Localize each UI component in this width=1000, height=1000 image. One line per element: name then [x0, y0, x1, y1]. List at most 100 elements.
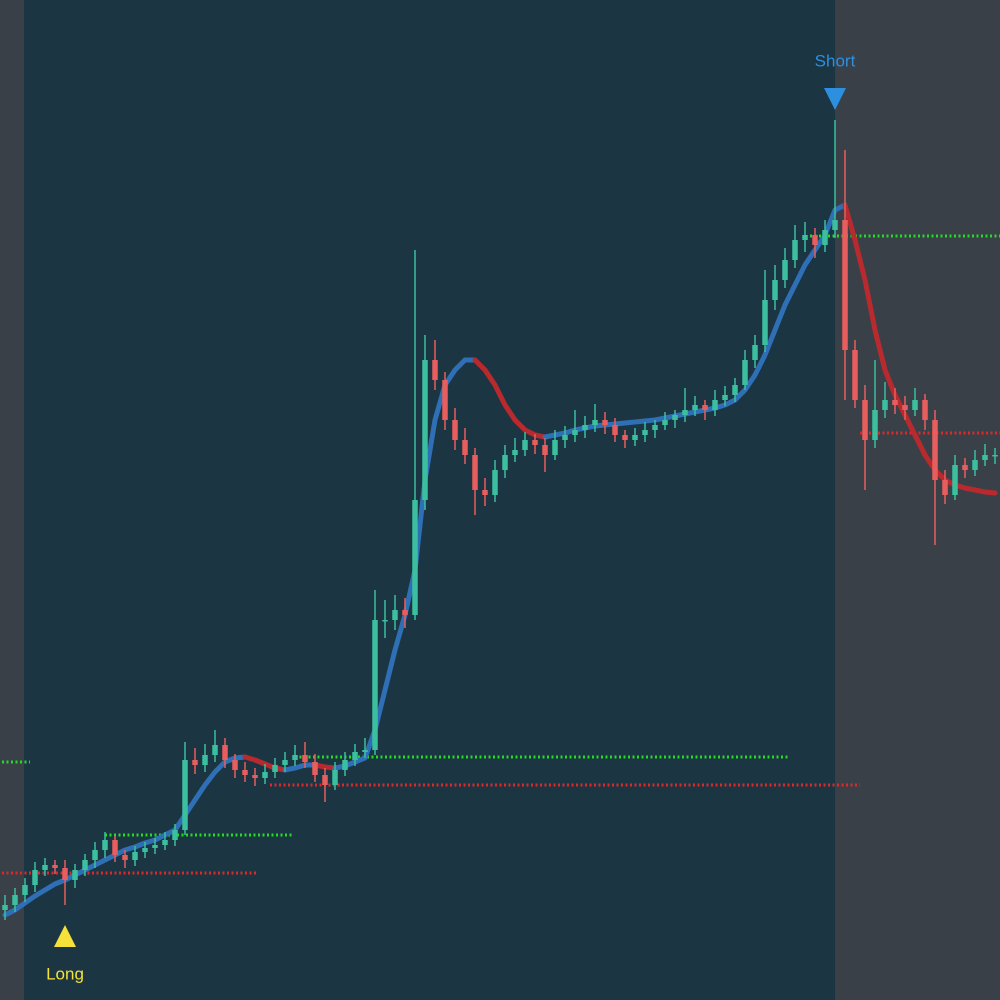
candle-body — [332, 770, 338, 785]
candle-body — [612, 425, 618, 435]
candle-body — [202, 755, 208, 765]
candle-body — [672, 415, 678, 420]
candle-body — [502, 455, 508, 470]
candle-body — [232, 760, 238, 770]
candle-body — [112, 840, 118, 855]
candle-body — [632, 435, 638, 440]
candle-body — [22, 885, 28, 895]
candle-body — [862, 400, 868, 440]
candle-body — [342, 760, 348, 770]
candle-body — [62, 868, 68, 880]
candle-body — [712, 400, 718, 410]
candle-body — [892, 400, 898, 405]
candle-body — [92, 850, 98, 860]
candle-body — [552, 440, 558, 455]
moving-average — [282, 762, 318, 773]
candle-body — [392, 610, 398, 620]
candle-body — [312, 762, 318, 775]
candle-body — [572, 430, 578, 435]
candle-body — [12, 895, 18, 905]
candle-body — [622, 435, 628, 440]
candle-body — [662, 420, 668, 425]
session-shading — [24, 0, 835, 1000]
candle-body — [922, 400, 928, 420]
candle-body — [762, 300, 768, 345]
candle-body — [522, 440, 528, 450]
moving-average — [472, 357, 548, 440]
candle-body — [912, 400, 918, 410]
candle-body — [812, 235, 818, 245]
candle-body — [902, 405, 908, 410]
candle-body — [962, 465, 968, 470]
signal-marker — [54, 925, 76, 947]
candle-body — [802, 235, 808, 240]
candle-body — [492, 470, 498, 495]
candle-body — [412, 500, 418, 615]
candle-body — [882, 400, 888, 410]
candle-body — [222, 745, 228, 760]
candle-body — [432, 360, 438, 380]
candle-body — [282, 760, 288, 765]
candle-body — [362, 750, 368, 752]
candle-body — [452, 420, 458, 440]
candle-body — [642, 430, 648, 435]
candle-body — [382, 620, 388, 622]
candle-body — [82, 860, 88, 870]
signal-label: Long — [46, 964, 84, 983]
candle-body — [542, 445, 548, 455]
candle-body — [822, 230, 828, 245]
candle-body — [142, 848, 148, 852]
candle-body — [952, 465, 958, 495]
candle-body — [602, 420, 608, 425]
candle-body — [482, 490, 488, 495]
candle-body — [932, 420, 938, 480]
signal-label: Short — [815, 51, 856, 70]
candle-body — [242, 770, 248, 775]
candle-body — [292, 755, 298, 760]
candle-body — [692, 405, 698, 410]
candle-body — [262, 772, 268, 778]
candle-body — [992, 455, 998, 457]
candle-body — [462, 440, 468, 455]
candle-body — [732, 385, 738, 395]
candle-body — [472, 455, 478, 490]
candle-body — [182, 760, 188, 830]
candle-body — [722, 395, 728, 400]
candle-body — [402, 610, 408, 615]
candle-body — [272, 765, 278, 772]
candle-body — [782, 260, 788, 280]
candle-body — [942, 480, 948, 495]
candle-body — [532, 440, 538, 445]
candle-body — [652, 425, 658, 430]
moving-average — [312, 762, 338, 771]
candle-body — [252, 775, 258, 778]
candle-body — [872, 410, 878, 440]
candle-body — [512, 450, 518, 455]
candle-body — [442, 380, 448, 420]
candle-body — [42, 865, 48, 870]
candle-body — [792, 240, 798, 260]
candle-body — [102, 840, 108, 850]
candle-body — [422, 360, 428, 500]
candle-body — [982, 455, 988, 460]
signal-marker — [824, 88, 846, 110]
candle-body — [172, 830, 178, 840]
candle-body — [852, 350, 858, 400]
candle-body — [162, 840, 168, 845]
candle-body — [592, 420, 598, 425]
candle-body — [372, 620, 378, 750]
candle-body — [72, 870, 78, 880]
candle-body — [352, 752, 358, 760]
candle-body — [302, 755, 308, 762]
candle-body — [972, 460, 978, 470]
candle-body — [2, 905, 8, 910]
candle-body — [212, 745, 218, 755]
candle-body — [842, 220, 848, 350]
candle-body — [582, 425, 588, 430]
candle-body — [52, 865, 58, 868]
candle-body — [742, 360, 748, 385]
candle-body — [772, 280, 778, 300]
candle-body — [132, 852, 138, 860]
